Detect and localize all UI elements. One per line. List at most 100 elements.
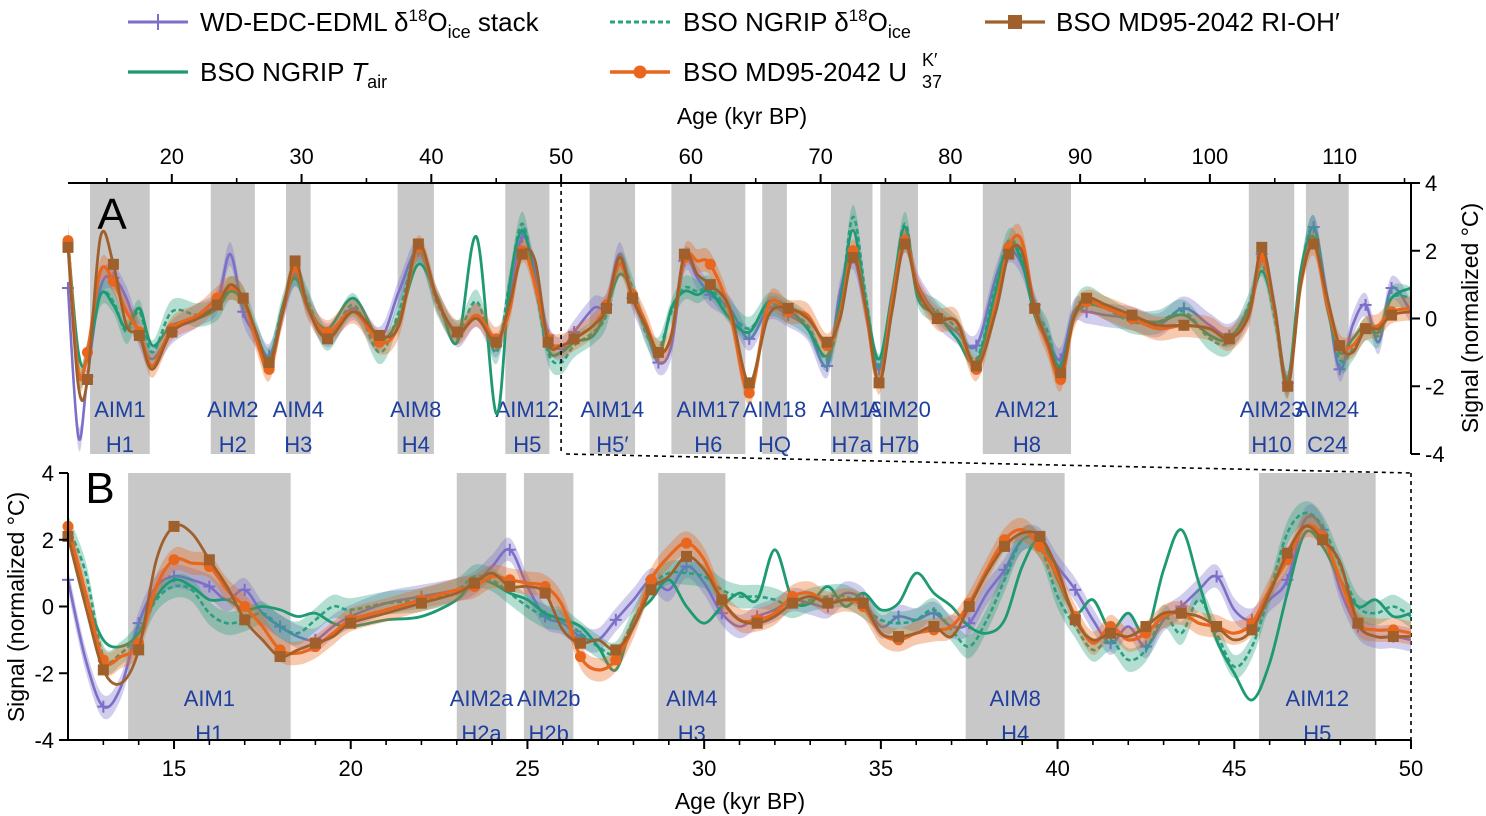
panel-a-ylabel: Signal (normalized °C) bbox=[1457, 203, 1483, 433]
series-uk37-point bbox=[704, 258, 716, 270]
panel-b-aim-label: AIM2a bbox=[450, 686, 514, 711]
panel-b-y-tick-label: 2 bbox=[42, 528, 54, 553]
panel-b-x-tick-label: 40 bbox=[1045, 756, 1069, 781]
panel-b-event-label: H5 bbox=[1303, 721, 1331, 746]
series-riohp-point bbox=[133, 329, 145, 341]
panel-b-x-tick-label: 25 bbox=[515, 756, 539, 781]
panel-a-x-tick-label: 70 bbox=[808, 144, 832, 169]
series-stack-point bbox=[1069, 583, 1082, 596]
panel-b: AIM1H1AIM2aH2aAIM2bH2bAIM4H3AIM8H4AIM12H… bbox=[3, 461, 1423, 814]
series-stack-point bbox=[238, 583, 251, 596]
series-riohp-point bbox=[203, 554, 215, 566]
series-riohp-point bbox=[1034, 530, 1046, 542]
series-stack-point bbox=[821, 359, 834, 372]
legend-label-tair: BSO NGRIP Tair bbox=[200, 57, 387, 92]
panel-b-series bbox=[62, 501, 1412, 720]
series-riohp-point bbox=[415, 597, 427, 609]
series-riohp-point bbox=[1178, 319, 1190, 331]
legend-item-uk37: BSO MD95-2042 U K′ 37 bbox=[610, 50, 942, 92]
series-uk37-point bbox=[239, 601, 251, 612]
legend-label-stack: WD-EDC-EDML δ18Oice stack bbox=[200, 6, 540, 42]
series-uk37-point bbox=[743, 387, 755, 399]
series-stack-point bbox=[743, 332, 756, 345]
panel-a-x-tick-label: 60 bbox=[679, 144, 703, 169]
series-riohp-point bbox=[1256, 241, 1268, 253]
panel-a-aim-label: AIM23 bbox=[1240, 397, 1304, 422]
panel-a-aim-label: AIM24 bbox=[1296, 397, 1360, 422]
panel-a-y-tick-label: 4 bbox=[1425, 171, 1437, 196]
panel-b-y-tick-label: -2 bbox=[34, 661, 54, 686]
series-riohp-point bbox=[322, 333, 334, 345]
series-stack-point bbox=[1385, 282, 1398, 295]
panel-a-x-tick-label: 30 bbox=[289, 144, 313, 169]
panel-b-x-tick-label: 30 bbox=[692, 756, 716, 781]
series-stack-point bbox=[892, 610, 905, 623]
legend-label-riohp: BSO MD95-2042 RI-OH′ bbox=[1056, 7, 1340, 37]
panel-a-letter: A bbox=[97, 190, 127, 239]
series-stack-point bbox=[652, 356, 665, 369]
panel-a-aim-label: AIM14 bbox=[581, 397, 645, 422]
panel-b-aim-label: AIM4 bbox=[666, 686, 717, 711]
panel-a-event-label: C24 bbox=[1307, 432, 1347, 457]
series-stack-point bbox=[680, 560, 693, 573]
panel-a-aim-label: AIM12 bbox=[496, 397, 560, 422]
series-ngrip_tair-line bbox=[66, 528, 1412, 702]
series-riohp-point bbox=[970, 360, 982, 372]
panel-b-aim-label: AIM8 bbox=[989, 686, 1040, 711]
zoom-connector-top bbox=[565, 453, 1412, 474]
series-riohp-point bbox=[873, 377, 885, 389]
series-riohp-point bbox=[704, 279, 716, 291]
series-riohp-point bbox=[1387, 631, 1399, 643]
series-riohp-point bbox=[645, 584, 657, 596]
series-riohp-point bbox=[1360, 323, 1372, 335]
series-stack-point bbox=[203, 580, 216, 593]
panel-b-y-tick-label: -4 bbox=[34, 728, 54, 753]
panel-a-y-tick-label: -2 bbox=[1425, 374, 1445, 399]
series-riohp-point bbox=[451, 326, 463, 338]
series-stack-point bbox=[970, 339, 983, 352]
series-riohp-point bbox=[963, 601, 975, 612]
series-riohp-point bbox=[1317, 534, 1329, 546]
panel-b-aim-band bbox=[523, 473, 574, 740]
panel-a-axes: 20 30 40 50 60 70 80 90 100 110 -4 -2 0 2 4 bbox=[68, 144, 1445, 467]
series-riohp-point bbox=[504, 580, 516, 592]
series-riohp-point bbox=[81, 373, 93, 385]
panel-a-y-tick-label: 2 bbox=[1425, 239, 1437, 264]
series-riohp-point bbox=[309, 637, 321, 649]
series-stack-point bbox=[715, 607, 728, 620]
series-riohp-point bbox=[787, 597, 799, 609]
panel-a-aim-band bbox=[285, 183, 311, 454]
series-riohp-point bbox=[847, 252, 859, 264]
series-riohp-point bbox=[263, 357, 275, 369]
series-riohp-point bbox=[168, 520, 180, 532]
panel-a-event-label: H6 bbox=[694, 432, 722, 457]
panel-b-event-label: H4 bbox=[1001, 721, 1029, 746]
series-riohp-point bbox=[568, 333, 580, 345]
panel-a-y-tick-label: -4 bbox=[1425, 442, 1445, 467]
legend-item-riohp: BSO MD95-2042 RI-OH′ bbox=[985, 7, 1340, 37]
series-riohp-point bbox=[1246, 624, 1258, 636]
series-stack-point bbox=[1080, 305, 1093, 318]
panel-a-x-tick-label: 90 bbox=[1068, 144, 1092, 169]
series-riohp-point bbox=[999, 540, 1011, 552]
series-riohp-point bbox=[166, 326, 178, 338]
series-stack-uncertainty bbox=[68, 215, 1411, 452]
series-stack-point bbox=[609, 613, 622, 626]
panel-a: AIM1 H1 AIM2 H2 AIM4 H3 AIM8 H4 AIM12 H5 AIM14 H5′ A… bbox=[62, 103, 1483, 467]
series-riohp-point bbox=[1386, 309, 1398, 321]
panel-b-x-tick-label: 20 bbox=[338, 756, 362, 781]
series-riohp-point bbox=[782, 302, 794, 314]
panel-b-axes: 15 20 25 30 35 40 45 50 -4 -2 0 2 4 bbox=[34, 461, 1423, 781]
series-ngrip_d18o-line bbox=[66, 511, 1412, 669]
panel-a-aim-band bbox=[397, 183, 434, 454]
panel-b-x-tick-label: 45 bbox=[1222, 756, 1246, 781]
series-riohp-point bbox=[574, 637, 586, 649]
panel-a-aim-label: AIM4 bbox=[273, 397, 324, 422]
series-riohp-point bbox=[716, 594, 728, 606]
series-uk37-point bbox=[1034, 540, 1046, 552]
panel-b-letter: B bbox=[85, 464, 114, 513]
series-riohp-point bbox=[600, 302, 612, 314]
series-riohp-point bbox=[1029, 302, 1041, 314]
panel-a-event-label: H4 bbox=[402, 432, 430, 457]
panel-a-aim-label: AIM19 bbox=[820, 397, 884, 422]
